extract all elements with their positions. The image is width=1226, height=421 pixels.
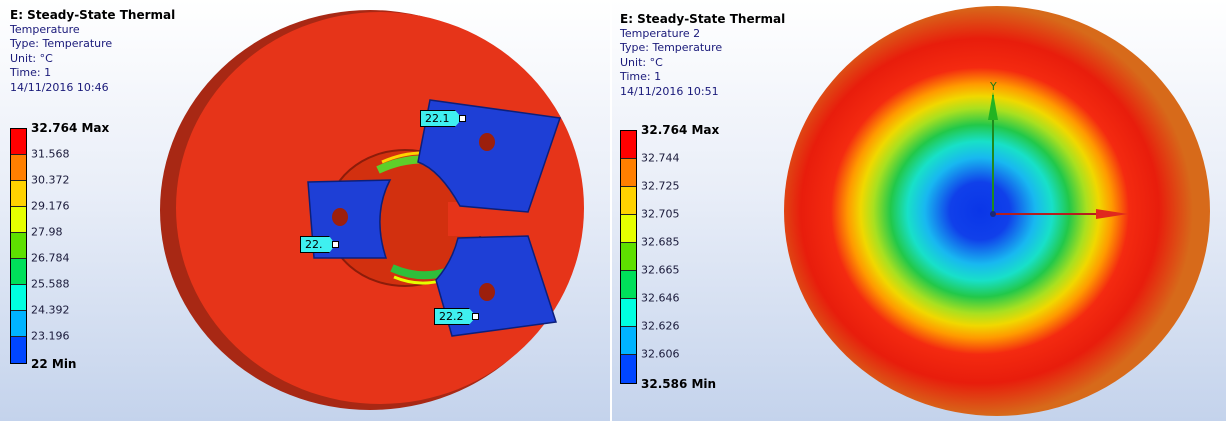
legend-segment — [11, 337, 26, 363]
legend-segment — [11, 259, 26, 285]
right-viewport[interactable]: Y E: Steady-State Thermal Temperature 2 … — [612, 0, 1226, 421]
legend-label: 32.744 — [641, 151, 680, 165]
result-time: Time: 1 — [620, 70, 662, 84]
y-axis-label: Y — [990, 80, 997, 93]
probe-point-left — [332, 241, 339, 248]
legend-segment — [11, 285, 26, 311]
legend-segment — [621, 243, 636, 271]
legend-segment — [11, 129, 26, 155]
legend-label: 26.784 — [31, 251, 70, 265]
legend-label: 32.626 — [641, 319, 680, 333]
legend-bar — [10, 128, 27, 364]
legend-segment — [11, 155, 26, 181]
legend-segment — [621, 327, 636, 355]
result-name: Temperature — [10, 22, 80, 36]
legend-max-label: 32.764 Max — [31, 121, 110, 135]
result-info: E: Steady-State Thermal Temperature Type… — [10, 8, 175, 96]
legend-segment — [621, 299, 636, 327]
legend-label: 23.196 — [31, 329, 70, 343]
result-name: Temperature 2 — [620, 26, 701, 40]
y-axis-arrow — [988, 92, 998, 120]
legend-label: 32.725 — [641, 179, 680, 193]
disc-face — [784, 6, 1210, 416]
legend-label: 32.665 — [641, 263, 680, 277]
legend-segment — [11, 233, 26, 259]
probe-point-bottom — [472, 313, 479, 320]
legend-max-label: 32.764 Max — [641, 123, 720, 137]
left-viewport[interactable]: E: Steady-State Thermal Temperature Type… — [0, 0, 610, 421]
axis-origin — [990, 211, 996, 217]
result-info: E: Steady-State Thermal Temperature 2 Ty… — [620, 12, 785, 100]
viewport-divider — [610, 0, 612, 421]
result-time: Time: 1 — [10, 66, 52, 80]
chuck-model-view — [160, 10, 584, 410]
legend-segment — [621, 215, 636, 243]
legend-segment — [621, 159, 636, 187]
result-unit: Unit: °C — [10, 51, 53, 65]
legend-label: 27.98 — [31, 225, 63, 239]
legend-segment — [621, 187, 636, 215]
probe-label-bottom[interactable]: 22.2 — [434, 308, 477, 325]
analysis-title: E: Steady-State Thermal — [10, 8, 176, 22]
legend-segment — [621, 131, 636, 159]
legend-segment — [621, 355, 636, 383]
legend-segment — [11, 311, 26, 337]
x-axis-arrow — [1096, 209, 1128, 219]
legend-bar — [620, 130, 637, 384]
probe-label-left[interactable]: 22. — [300, 236, 336, 253]
legend-min-label: 32.586 Min — [641, 377, 717, 391]
legend-label: 24.392 — [31, 303, 70, 317]
result-type: Type: Temperature — [620, 41, 723, 55]
jaw-top — [417, 99, 562, 213]
legend-label: 32.685 — [641, 235, 680, 249]
jaw-top-hole — [479, 133, 495, 151]
disc-temperature-view — [784, 6, 1210, 416]
legend-label: 25.588 — [31, 277, 70, 291]
legend-label: 32.646 — [641, 291, 680, 305]
probe-label-top[interactable]: 22.1 — [420, 110, 463, 127]
legend-label: 29.176 — [31, 199, 70, 213]
legend-label: 32.606 — [641, 347, 680, 361]
jaw-left-hole — [332, 208, 348, 226]
legend-segment — [11, 181, 26, 207]
legend-label: 30.372 — [31, 173, 70, 187]
legend-label: 31.568 — [31, 147, 70, 161]
result-date: 14/11/2016 10:51 — [620, 84, 719, 98]
result-unit: Unit: °C — [620, 55, 663, 69]
result-type: Type: Temperature — [10, 37, 113, 51]
analysis-title: E: Steady-State Thermal — [620, 12, 786, 26]
legend-segment — [621, 271, 636, 299]
result-date: 14/11/2016 10:46 — [10, 80, 109, 94]
legend-min-label: 22 Min — [31, 357, 77, 371]
legend-segment — [11, 207, 26, 233]
jaw-bottom-hole — [479, 283, 495, 301]
probe-point-top — [459, 115, 466, 122]
legend-label: 32.705 — [641, 207, 680, 221]
